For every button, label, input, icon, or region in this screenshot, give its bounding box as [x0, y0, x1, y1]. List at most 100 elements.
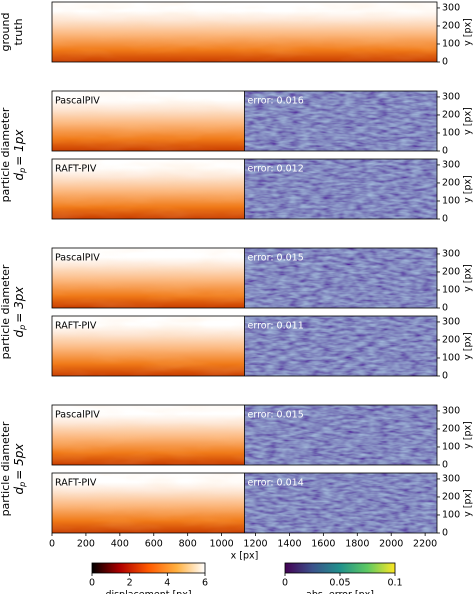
y-tick-label: 100 [442, 127, 460, 138]
panel-frame [51, 1, 438, 63]
colorbar-tick-label: 0 [282, 578, 288, 589]
row-label: particle diameter dp = 5px [0, 421, 27, 516]
row-label-line: ground [0, 13, 12, 52]
method-label: PascalPIV [55, 253, 100, 264]
y-axis-label: y [px] [463, 18, 474, 46]
y-tick-label: 100 [442, 38, 460, 49]
error-field [244, 91, 437, 151]
error-label: error: 0.015 [248, 410, 304, 421]
x-tick-label: 1200 [243, 539, 267, 550]
error-field [244, 405, 437, 465]
row-label-formula: dp = 5px [12, 443, 27, 495]
row-label-formula: dp = 1px [12, 129, 27, 181]
panel-frame [51, 247, 438, 309]
error-field [244, 316, 437, 376]
error-label: error: 0.011 [248, 321, 304, 332]
y-tick-label: 300 [442, 91, 460, 102]
colorbar-tick-label: 4 [164, 578, 170, 589]
displacement-texture [52, 248, 245, 308]
y-axis-label: y [px] [463, 175, 474, 203]
x-tick-label: 2000 [379, 539, 403, 550]
row-label-formula: dp = 3px [12, 286, 27, 338]
row-label: ground truth [0, 13, 25, 52]
y-tick-label: 0 [442, 303, 448, 314]
x-tick-label: 2200 [413, 539, 437, 550]
x-axis-label: x [px] [231, 551, 259, 562]
y-tick-label: 200 [442, 491, 460, 502]
colorbar-tick-label: 6 [202, 578, 208, 589]
y-tick-label: 0 [442, 146, 448, 157]
y-tick-label: 100 [442, 284, 460, 295]
formula-rest: = 1px [12, 129, 26, 166]
row-label-line: particle diameter [0, 107, 12, 202]
panel-frame [51, 472, 438, 534]
y-tick-label: 200 [442, 177, 460, 188]
method-label: RAFT-PIV [55, 478, 97, 489]
row-label: particle diameter dp = 1px [0, 107, 27, 202]
y-tick-label: 300 [442, 248, 460, 259]
symbol: d [12, 486, 26, 494]
y-tick-label: 100 [442, 352, 460, 363]
error-label: error: 0.012 [248, 164, 304, 175]
panel-frame [51, 90, 438, 152]
displacement-texture [52, 159, 245, 219]
error-field [244, 473, 437, 533]
x-tick-label: 600 [145, 539, 163, 550]
method-label: PascalPIV [55, 96, 100, 107]
y-axis-label: y [px] [463, 489, 474, 517]
y-tick-label: 100 [442, 441, 460, 452]
displacement-texture [52, 405, 245, 465]
formula-rest: = 5px [12, 443, 26, 480]
symbol: d [12, 329, 26, 337]
y-tick-label: 200 [442, 266, 460, 277]
colorbar [284, 562, 396, 574]
x-tick-label: 200 [77, 539, 95, 550]
colorbar-tick-label: 2 [127, 578, 133, 589]
displacement-texture [52, 316, 245, 376]
x-tick-label: 1800 [345, 539, 369, 550]
colorbar-tick-label: 0.05 [329, 578, 350, 589]
x-tick-label: 1400 [277, 539, 301, 550]
subscript: p [18, 325, 27, 331]
method-label: RAFT-PIV [55, 321, 97, 332]
row-label-line: particle diameter [0, 264, 12, 359]
x-tick-label: 0 [49, 539, 55, 550]
y-tick-label: 0 [442, 214, 448, 225]
error-field [244, 248, 437, 308]
y-axis-label: y [px] [463, 107, 474, 135]
x-tick-label: 800 [179, 539, 197, 550]
displacement-texture [52, 473, 245, 533]
y-tick-label: 300 [442, 316, 460, 327]
row-label-line: truth [12, 18, 25, 45]
y-tick-label: 300 [442, 159, 460, 170]
x-tick-label: 400 [111, 539, 129, 550]
row-label: particle diameter dp = 3px [0, 264, 27, 359]
y-tick-label: 200 [442, 20, 460, 31]
x-tick-label: 1600 [311, 539, 335, 550]
y-tick-label: 100 [442, 509, 460, 520]
error-label: error: 0.016 [248, 96, 304, 107]
method-label: PascalPIV [55, 410, 100, 421]
y-tick-label: 200 [442, 109, 460, 120]
panel-frame [51, 315, 438, 377]
subscript: p [18, 482, 27, 488]
y-tick-label: 0 [442, 57, 448, 68]
subscript: p [18, 168, 27, 174]
y-tick-label: 300 [442, 405, 460, 416]
panel-frame [51, 404, 438, 466]
colorbar-tick-label: 0 [89, 578, 95, 589]
colorbar-label: abs. error [px] [306, 590, 374, 594]
row-label-line: particle diameter [0, 421, 12, 516]
formula-rest: = 3px [12, 286, 26, 323]
y-tick-label: 200 [442, 334, 460, 345]
y-tick-label: 300 [442, 2, 460, 13]
y-tick-label: 300 [442, 473, 460, 484]
displacement-texture [52, 91, 245, 151]
panel-frame [51, 158, 438, 220]
y-axis-label: y [px] [463, 264, 474, 292]
x-tick-label: 1000 [210, 539, 234, 550]
y-tick-label: 200 [442, 423, 460, 434]
method-label: RAFT-PIV [55, 164, 97, 175]
y-tick-label: 0 [442, 460, 448, 471]
colorbar-tick-label: 0.1 [387, 578, 402, 589]
